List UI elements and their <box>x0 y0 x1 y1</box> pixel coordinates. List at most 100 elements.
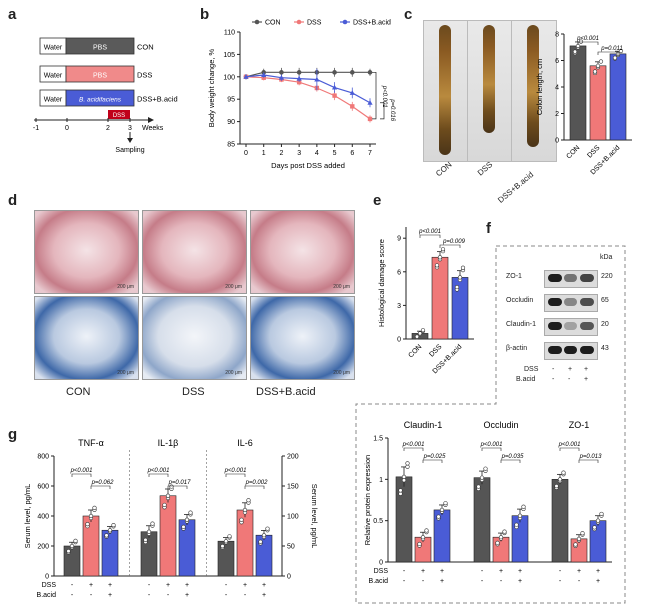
x-axis-label: Days post DSS added <box>271 161 345 170</box>
group-title: Claudin-1 <box>404 420 443 430</box>
individual-point <box>405 464 410 469</box>
y-tick-label: 1.5 <box>373 436 383 443</box>
individual-point <box>424 528 429 533</box>
legend-label: DSS <box>307 20 322 27</box>
individual-point <box>495 540 500 545</box>
bar <box>589 520 607 563</box>
individual-point <box>261 533 267 538</box>
scale-bar: 200 μm <box>117 284 134 290</box>
panel-f-protein-expression-chart: 0 0.5 1 1.5 Relative protein expression Claud… <box>363 420 612 585</box>
individual-point <box>434 263 440 268</box>
bar <box>236 509 254 577</box>
histology-ab-con: 200 μm <box>34 296 139 380</box>
y-tick-label: 100 <box>223 74 235 81</box>
individual-point <box>517 513 523 518</box>
individual-point <box>573 542 578 547</box>
individual-point <box>561 470 566 475</box>
data-point <box>332 70 337 75</box>
individual-point <box>483 466 488 471</box>
group-title: IL-1β <box>158 438 179 448</box>
individual-point <box>73 538 78 543</box>
sign-cell: - <box>481 578 484 585</box>
data-point <box>367 99 373 105</box>
treat-label: B. acidifaciens <box>79 97 122 104</box>
individual-point <box>554 483 559 489</box>
individual-point <box>220 543 225 549</box>
sign-cell: + <box>166 582 170 589</box>
histology-labels: CON DSS DSS+B.acid <box>34 386 364 402</box>
data-point <box>332 93 337 98</box>
blot-image <box>544 270 598 288</box>
p-value-label: p<0.001 <box>480 442 503 448</box>
sign-cell: - <box>71 582 74 589</box>
individual-point <box>184 517 190 522</box>
panel-label-c: c <box>404 6 413 23</box>
y-axis-label: Colon length, cm <box>535 59 544 115</box>
legend-label: CON <box>265 20 281 27</box>
sign-cell: + <box>518 568 522 575</box>
p-value-label: p<0.001 <box>418 229 441 235</box>
individual-point <box>227 534 232 539</box>
sign-cell: - <box>559 578 562 585</box>
p-value-label: p=0.035 <box>501 454 525 460</box>
data-point <box>349 90 355 95</box>
individual-point <box>454 284 460 290</box>
individual-point <box>246 498 251 503</box>
legend-marker <box>342 19 348 25</box>
data-point <box>331 84 338 90</box>
blot-kda: 220 <box>601 273 613 280</box>
significance-bracket <box>419 234 441 238</box>
individual-point <box>592 525 597 530</box>
weeks-label: Weeks <box>142 125 164 132</box>
bar <box>255 534 273 577</box>
p-value-label: p=0.013 <box>579 454 603 460</box>
individual-point <box>88 513 94 519</box>
series-line <box>245 74 371 104</box>
design-row-con: Water PBS CON <box>39 37 154 55</box>
blot-kda: 20 <box>601 321 609 328</box>
treat-label: PBS <box>93 73 107 80</box>
y-tick-label: 0 <box>45 574 49 581</box>
panel-label-f: f <box>486 220 491 237</box>
sign-cell: - <box>568 376 571 383</box>
kda-label: kDa <box>600 254 613 261</box>
timeline-tick: 3 <box>128 125 132 132</box>
p-value-label: p<0.001 <box>224 468 247 474</box>
sign-cell: + <box>185 592 189 599</box>
p-value-label: p=0.062 <box>91 480 115 486</box>
sign-cell: - <box>225 582 228 589</box>
colon-photos <box>423 20 557 162</box>
sign-cell: + <box>568 366 573 373</box>
individual-point <box>146 529 152 534</box>
y-tick-label-right: 50 <box>287 544 295 551</box>
panel-g-serum-cytokine-chart: 0 200 400 600 800 Serum level, pg/mL 0 50 100 150… <box>23 438 319 599</box>
significance-bracket <box>167 485 188 489</box>
data-point <box>350 104 355 109</box>
significance-bracket <box>225 473 246 477</box>
y-tick-label: 600 <box>37 484 49 491</box>
histology-ab-dss: 200 μm <box>142 296 247 380</box>
blot-row-claudin1: Claudin-1 20 <box>502 316 622 336</box>
individual-point <box>417 331 423 336</box>
y-tick-label-right: 200 <box>287 454 299 461</box>
blot-label: Claudin-1 <box>506 321 536 328</box>
blot-label: ZO-1 <box>506 273 522 280</box>
histology-ab-bacid: 200 μm <box>250 296 355 380</box>
water-label: Water <box>44 73 63 80</box>
individual-point <box>521 504 526 509</box>
series-line <box>245 76 371 120</box>
individual-point <box>417 541 422 547</box>
panel-b-weight-chart: 85 90 95 100 105 110 0 1 2 3 4 5 6 7 Days post DSS add… <box>207 19 395 171</box>
p-value-label: p=0.002 <box>245 480 269 486</box>
sign-cell: - <box>552 366 555 373</box>
individual-point <box>398 491 403 496</box>
histology-label-con: CON <box>66 386 91 398</box>
histology-label-dss: DSS <box>182 386 205 398</box>
individual-point <box>576 536 582 541</box>
histology-label-bacid: DSS+B.acid <box>256 386 316 398</box>
data-point <box>296 79 302 85</box>
data-point <box>296 70 302 75</box>
significance-bracket <box>577 41 599 45</box>
individual-point <box>165 493 171 498</box>
